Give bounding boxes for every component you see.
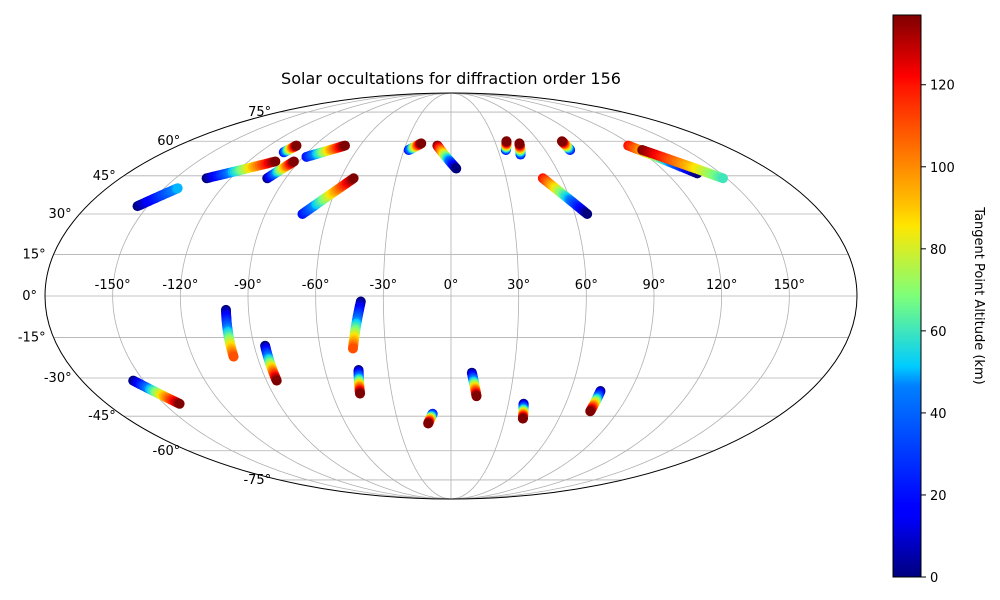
data-point (291, 140, 302, 151)
latitude-tick-label: -60° (153, 444, 181, 459)
longitude-tick-label: 30° (507, 278, 530, 293)
map-grid (45, 93, 857, 499)
latitude-tick-label: 60° (157, 134, 180, 149)
data-point (471, 391, 482, 402)
occultation-track (466, 367, 482, 402)
longitude-tick-label: 150° (774, 278, 805, 293)
longitude-tick-label: -150° (95, 278, 131, 293)
colorbar-tick-label: 0 (930, 571, 938, 586)
occultation-track (128, 375, 185, 409)
latitude-tick-label: 0° (22, 289, 37, 304)
occultation-track (514, 138, 526, 160)
occultation-track (556, 136, 576, 156)
colorbar-label: Tangent Point Altitude (km) (971, 206, 986, 384)
latitude-tick-label: 45° (93, 169, 116, 184)
colorbar: 0 20 40 60 80 100 120 Tangent Point Altitude (… (892, 14, 986, 586)
colorbar-tick-label: 100 (930, 161, 955, 176)
data-point (717, 173, 728, 184)
data-point (174, 398, 185, 409)
data-point (451, 163, 462, 174)
colorbar-tick-label: 40 (930, 407, 947, 422)
data-point (355, 388, 366, 399)
data-points (128, 136, 728, 429)
latitude-tick-label: 75° (248, 105, 271, 120)
chart-title: Solar occultations for diffraction order… (281, 69, 621, 88)
data-point (271, 375, 282, 386)
latitude-tick-label: -15° (18, 331, 46, 346)
latitude-tick-label: 30° (49, 207, 72, 222)
longitude-tick-label: -30° (369, 278, 397, 293)
data-point (582, 208, 593, 219)
occultation-track (353, 365, 366, 399)
colorbar-gradient (892, 14, 922, 578)
occultation-track (423, 408, 438, 429)
latitude-tick-label: 15° (23, 247, 46, 262)
occultation-track (517, 398, 529, 424)
occultation-track (220, 304, 239, 362)
occultation-track (500, 136, 512, 156)
data-point (556, 136, 567, 147)
data-point (288, 156, 299, 167)
data-point (270, 156, 281, 167)
longitude-tick-label: 0° (444, 278, 459, 293)
colorbar-tick-label: 20 (930, 489, 947, 504)
occultation-track (585, 386, 606, 417)
colorbar-tick-label: 120 (930, 79, 955, 94)
occultation-track (297, 173, 359, 219)
data-point (514, 138, 525, 149)
data-point (585, 406, 596, 417)
occultation-track (301, 140, 350, 162)
data-point (423, 418, 434, 429)
data-point (172, 183, 183, 194)
longitude-tick-labels: -150° -120° -90° -60° -30° 0° 30° 60° 90° 120° 150… (95, 278, 805, 293)
latitude-tick-labels: -75° -60° -45° -30° -15° 0° 15° 30° 45° 60° 75° (18, 105, 271, 488)
occultation-track (537, 173, 593, 219)
occultation-track (260, 340, 282, 386)
occultation-track (347, 296, 366, 354)
longitude-tick-label: 90° (642, 278, 665, 293)
latitude-tick-label: -75° (243, 473, 271, 488)
data-point (416, 138, 427, 149)
occultation-track (262, 156, 299, 184)
latitude-tick-label: -30° (44, 371, 72, 386)
occultation-track (132, 183, 183, 212)
occultation-track (201, 156, 281, 184)
longitude-tick-label: -90° (234, 278, 262, 293)
data-point (348, 173, 359, 184)
data-point (339, 140, 350, 151)
colorbar-tick-label: 60 (930, 325, 947, 340)
occultation-track (278, 140, 302, 158)
colorbar-tick-label: 80 (930, 243, 947, 258)
data-point (501, 136, 512, 147)
data-point (517, 413, 528, 424)
data-point (347, 343, 358, 354)
map-boundary (44, 92, 858, 500)
longitude-tick-label: -60° (302, 278, 330, 293)
longitude-tick-label: 120° (706, 278, 737, 293)
longitude-tick-label: -120° (162, 278, 198, 293)
latitude-tick-label: -45° (88, 409, 116, 424)
occultation-track (403, 138, 427, 156)
data-point (228, 351, 239, 362)
colorbar-ticks: 0 20 40 60 80 100 120 (921, 79, 955, 586)
occultation-track (637, 145, 728, 184)
occultation-track (432, 140, 462, 174)
longitude-tick-label: 60° (575, 278, 598, 293)
